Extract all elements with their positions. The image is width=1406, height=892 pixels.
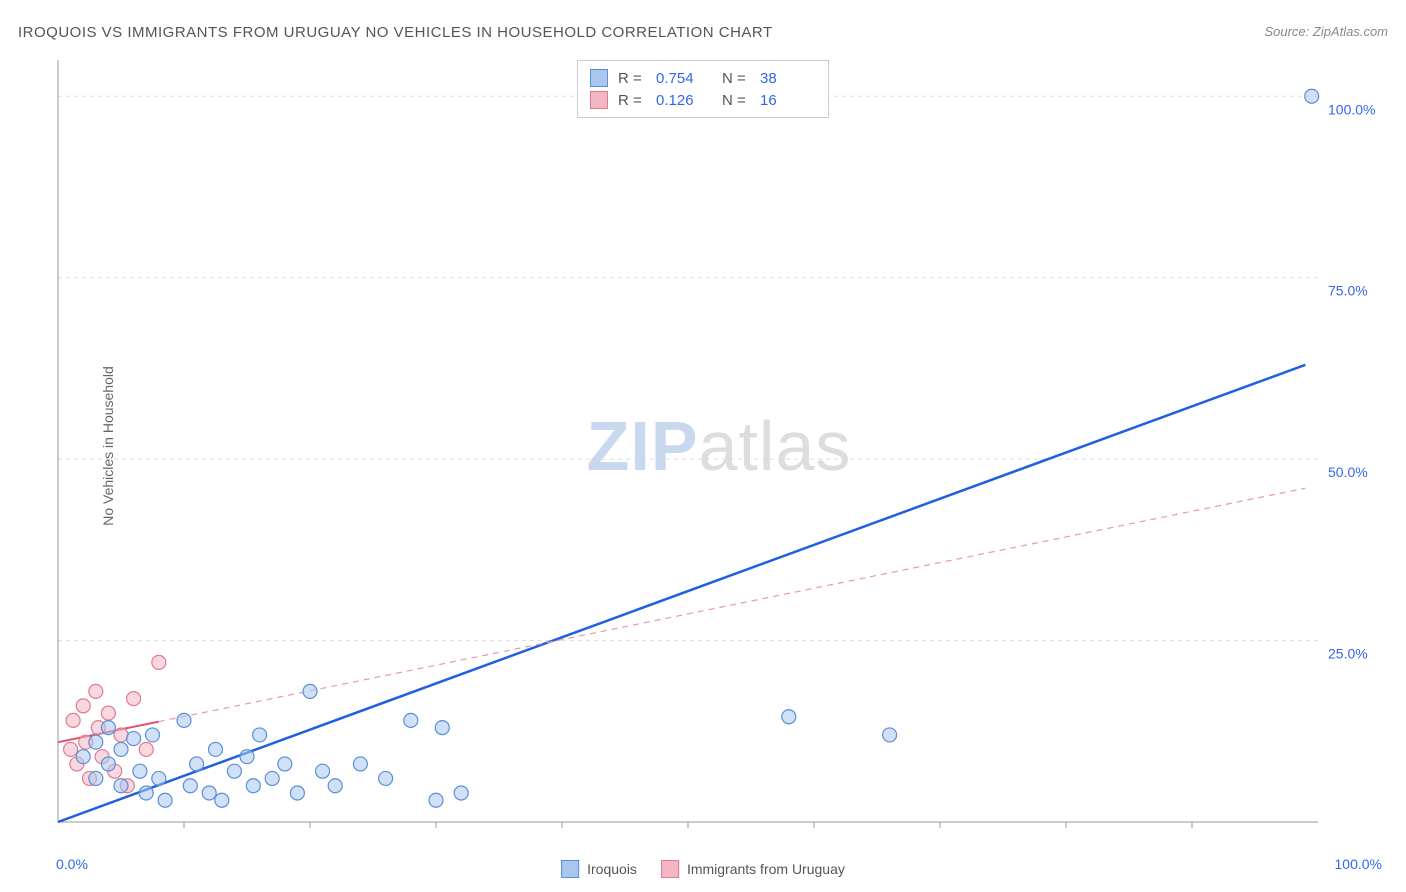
n-value: 38 [760,70,816,87]
swatch-iroquois [590,69,608,87]
swatch-uruguay [590,91,608,109]
r-value: 0.126 [656,92,712,109]
r-value: 0.754 [656,70,712,87]
plot-area: ZIPatlas 25.0%50.0%75.0%100.0% [50,50,1388,842]
n-label: N = [722,92,750,109]
svg-text:75.0%: 75.0% [1328,283,1368,299]
n-label: N = [722,70,750,87]
n-value: 16 [760,92,816,109]
x-legend-iroquois: Iroquois [561,860,637,878]
svg-text:50.0%: 50.0% [1328,464,1368,480]
scatter-plot: 25.0% 50.0% 75.0% 100.0% [50,50,1388,842]
svg-text:100.0%: 100.0% [1328,101,1375,117]
legend-row-iroquois: R = 0.754 N = 38 [590,67,816,89]
x-legend-label: Immigrants from Uruguay [687,861,845,877]
r-label: R = [618,70,646,87]
correlation-legend: R = 0.754 N = 38 R = 0.126 N = 16 [577,60,829,118]
chart-container: IROQUOIS VS IMMIGRANTS FROM URUGUAY NO V… [0,0,1406,892]
chart-title: IROQUOIS VS IMMIGRANTS FROM URUGUAY NO V… [18,24,773,41]
swatch-iroquois [561,860,579,878]
svg-text:25.0%: 25.0% [1328,646,1368,662]
x-legend: Iroquois Immigrants from Uruguay [561,860,845,878]
x-tick-0: 0.0% [56,856,88,872]
swatch-uruguay [661,860,679,878]
x-tick-100: 100.0% [1335,856,1382,872]
source-label: Source: ZipAtlas.com [1264,24,1388,39]
r-label: R = [618,92,646,109]
x-legend-label: Iroquois [587,861,637,877]
legend-row-uruguay: R = 0.126 N = 16 [590,89,816,111]
x-legend-uruguay: Immigrants from Uruguay [661,860,845,878]
